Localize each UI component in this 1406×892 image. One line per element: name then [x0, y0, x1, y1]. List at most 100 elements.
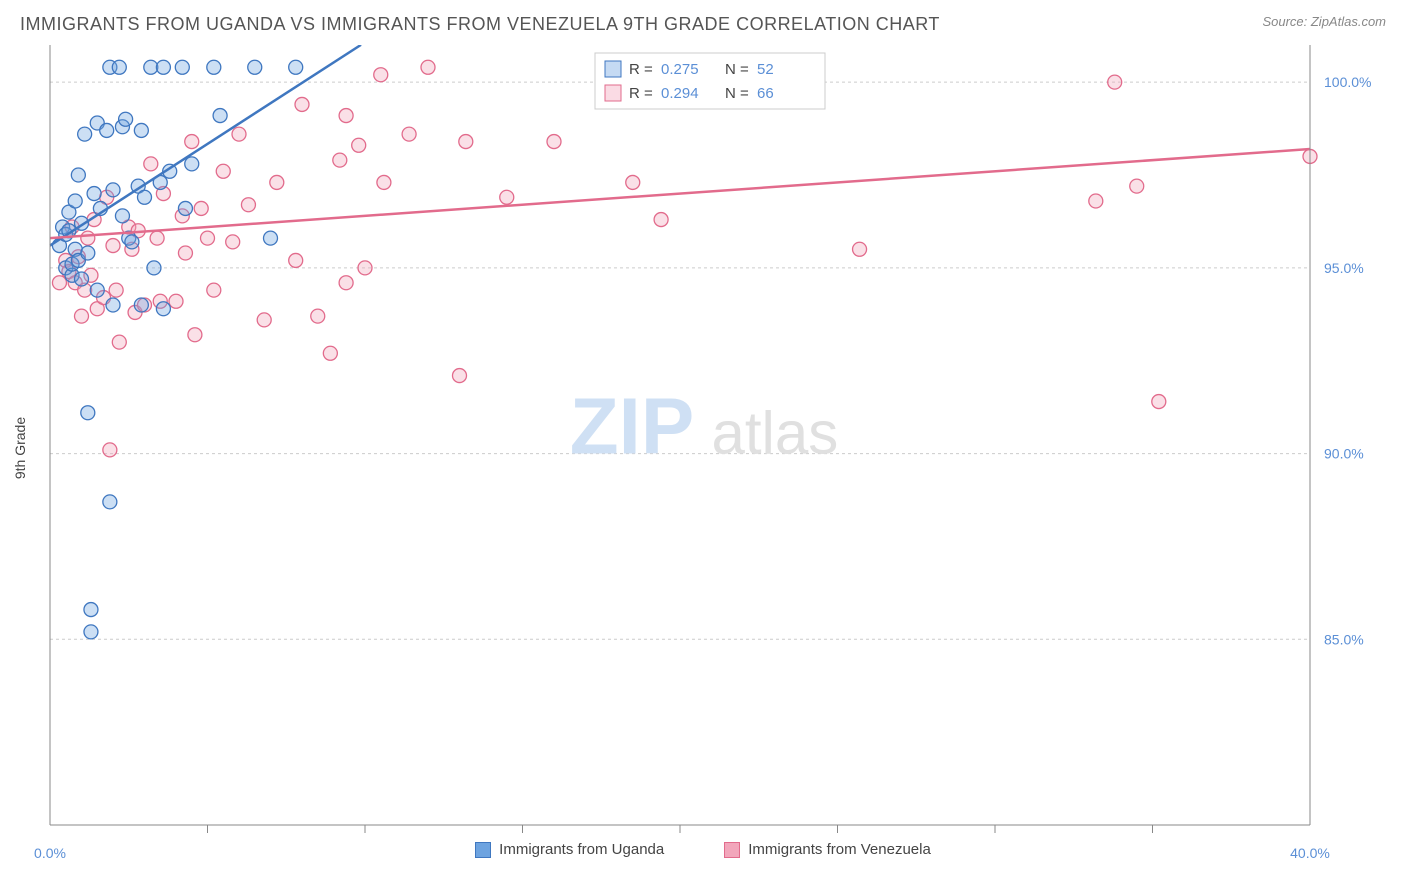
legend-swatch-b	[605, 85, 621, 101]
data-point	[374, 68, 388, 82]
data-point	[547, 135, 561, 149]
y-tick-label: 100.0%	[1324, 74, 1371, 90]
data-point	[1089, 194, 1103, 208]
data-point	[156, 60, 170, 74]
data-point	[75, 309, 89, 323]
swatch-uganda	[475, 842, 491, 858]
legend-r-label-b: R =	[629, 85, 653, 102]
data-point	[106, 298, 120, 312]
watermark-atlas: atlas	[712, 400, 839, 467]
data-point	[226, 235, 240, 249]
data-point	[207, 283, 221, 297]
data-point	[144, 60, 158, 74]
data-point	[109, 283, 123, 297]
data-point	[185, 135, 199, 149]
legend-r-val-a: 0.275	[661, 61, 699, 78]
data-point	[134, 123, 148, 137]
data-point	[295, 97, 309, 111]
source-label: Source: ZipAtlas.com	[1262, 14, 1386, 29]
data-point	[339, 276, 353, 290]
data-point	[100, 123, 114, 137]
x-tick-label: 0.0%	[34, 845, 66, 861]
data-point	[311, 309, 325, 323]
data-point	[185, 157, 199, 171]
chart-area: 9th Grade 85.0%90.0%95.0%100.0%ZIPatlasR…	[30, 45, 1406, 835]
data-point	[112, 60, 126, 74]
data-point	[1152, 395, 1166, 409]
data-point	[188, 328, 202, 342]
data-point	[1130, 179, 1144, 193]
data-point	[201, 231, 215, 245]
data-point	[207, 60, 221, 74]
legend-r-label-a: R =	[629, 61, 653, 78]
data-point	[333, 153, 347, 167]
legend-item-uganda: Immigrants from Uganda	[475, 841, 664, 858]
data-point	[169, 294, 183, 308]
scatter-chart: 85.0% 90.0% 95.0% 100.0% ZIP atlas R = 0.275 N =…	[30, 45, 1390, 835]
trendline-venezuela	[50, 149, 1310, 238]
legend-label-uganda: Immigrants from Uganda	[499, 841, 664, 858]
watermark-zip: ZIP	[570, 382, 694, 471]
data-point	[352, 138, 366, 152]
data-point	[106, 183, 120, 197]
data-point	[654, 213, 668, 227]
data-point	[68, 194, 82, 208]
data-point	[402, 127, 416, 141]
legend-r-val-b: 0.294	[661, 85, 699, 102]
data-point	[289, 60, 303, 74]
data-point	[289, 253, 303, 267]
data-point	[248, 60, 262, 74]
legend-n-val-b: 66	[757, 85, 774, 102]
data-point	[323, 346, 337, 360]
data-point	[75, 272, 89, 286]
data-point	[377, 175, 391, 189]
y-axis-label: 9th Grade	[12, 417, 28, 479]
data-point	[853, 242, 867, 256]
data-point	[90, 283, 104, 297]
legend-n-label-b: N =	[725, 85, 749, 102]
data-point	[626, 175, 640, 189]
data-point	[232, 127, 246, 141]
data-point	[103, 443, 117, 457]
legend-item-venezuela: Immigrants from Venezuela	[724, 841, 931, 858]
data-point	[339, 109, 353, 123]
y-tick-label: 95.0%	[1324, 260, 1364, 276]
data-point	[144, 157, 158, 171]
data-point	[1108, 75, 1122, 89]
legend-n-val-a: 52	[757, 61, 774, 78]
data-point	[264, 231, 278, 245]
data-point	[358, 261, 372, 275]
data-point	[216, 164, 230, 178]
y-tick-label: 90.0%	[1324, 446, 1364, 462]
data-point	[78, 127, 92, 141]
chart-title: IMMIGRANTS FROM UGANDA VS IMMIGRANTS FRO…	[20, 14, 940, 35]
trendline-uganda	[50, 45, 361, 246]
legend-label-venezuela: Immigrants from Venezuela	[748, 841, 931, 858]
data-point	[178, 201, 192, 215]
data-point	[81, 231, 95, 245]
data-point	[106, 239, 120, 253]
data-point	[87, 187, 101, 201]
data-point	[81, 406, 95, 420]
data-point	[125, 235, 139, 249]
data-point	[147, 261, 161, 275]
data-point	[213, 109, 227, 123]
data-point	[84, 603, 98, 617]
data-point	[115, 209, 129, 223]
legend-swatch-a	[605, 61, 621, 77]
data-point	[175, 60, 189, 74]
data-point	[270, 175, 284, 189]
data-point	[156, 302, 170, 316]
x-tick-label: 40.0%	[1290, 845, 1330, 861]
data-point	[178, 246, 192, 260]
data-point	[150, 231, 164, 245]
y-tick-label: 85.0%	[1324, 631, 1364, 647]
data-point	[459, 135, 473, 149]
data-point	[257, 313, 271, 327]
data-point	[81, 246, 95, 260]
legend-n-label-a: N =	[725, 61, 749, 78]
data-point	[52, 276, 66, 290]
data-point	[194, 201, 208, 215]
data-point	[241, 198, 255, 212]
data-point	[138, 190, 152, 204]
